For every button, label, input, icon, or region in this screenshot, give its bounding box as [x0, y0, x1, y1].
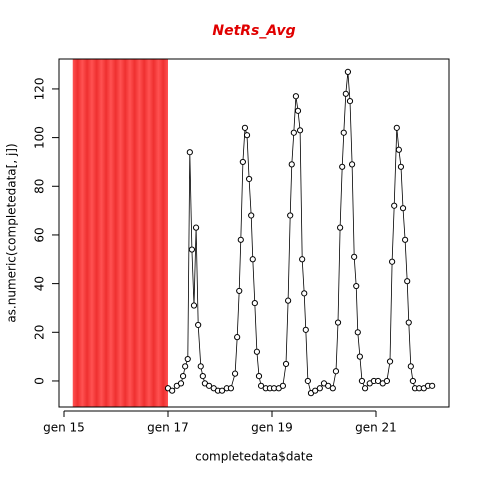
y-tick-label: 100 — [33, 126, 47, 149]
data-point — [405, 319, 412, 326]
data-point — [312, 387, 319, 394]
data-point — [304, 377, 311, 385]
data-point — [344, 68, 352, 75]
data-point — [248, 212, 255, 219]
shaded-stripes — [72, 59, 168, 407]
data-point — [296, 127, 304, 134]
data-point — [404, 278, 411, 285]
y-axis-label: as.numeric(completedata[, j]) — [5, 143, 19, 322]
data-point — [397, 163, 405, 170]
data-point — [288, 161, 295, 168]
data-point — [383, 377, 391, 385]
x-tick-label: gen 19 — [251, 421, 293, 435]
data-point — [199, 372, 206, 380]
data-point — [299, 256, 306, 263]
data-point — [243, 132, 251, 139]
data-point — [287, 212, 294, 219]
chart-title: NetRs_Avg — [212, 23, 295, 39]
data-point — [395, 146, 402, 153]
plot-frame — [58, 58, 450, 408]
data-point — [279, 382, 287, 389]
data-point — [389, 258, 396, 265]
data-point — [285, 297, 292, 304]
data-point — [188, 246, 196, 253]
data-point — [346, 98, 354, 105]
data-point — [179, 372, 187, 380]
data-point — [255, 372, 263, 380]
data-point — [195, 321, 202, 329]
x-tick-label: gen 21 — [355, 421, 397, 435]
data-point — [429, 382, 436, 389]
data-point — [231, 370, 239, 377]
data-point — [302, 326, 309, 333]
data-point — [251, 299, 258, 307]
data-point — [234, 334, 241, 341]
data-point — [332, 368, 340, 375]
data-point — [282, 360, 290, 368]
data-point — [393, 124, 400, 131]
x-tick-label: gen 15 — [43, 421, 85, 435]
series-line — [167, 71, 433, 394]
data-point — [236, 287, 243, 295]
data-point — [353, 282, 360, 290]
data-point — [237, 236, 244, 243]
data-point — [399, 205, 407, 212]
data-point — [340, 129, 347, 136]
data-point — [391, 202, 398, 209]
data-point — [329, 385, 336, 392]
data-point — [241, 124, 249, 131]
data-point — [239, 158, 246, 166]
data-point — [190, 302, 198, 309]
data-point — [186, 149, 193, 156]
data-point — [257, 382, 265, 389]
data-point — [253, 348, 261, 355]
data-point — [337, 224, 344, 231]
data-point — [227, 385, 235, 392]
y-tick-label: 120 — [33, 77, 47, 100]
x-axis-label: completedata$date — [195, 450, 313, 464]
data-point — [325, 382, 332, 389]
data-point — [402, 236, 409, 243]
data-point — [356, 353, 363, 360]
y-tick-label: 40 — [33, 276, 47, 291]
y-tick-label: 60 — [33, 227, 47, 242]
data-point — [409, 377, 417, 385]
data-point — [334, 319, 342, 326]
data-point — [301, 290, 308, 297]
data-point — [351, 253, 358, 260]
data-point — [182, 363, 189, 370]
data-point — [197, 363, 204, 370]
data-point — [292, 93, 300, 100]
data-point — [358, 377, 366, 385]
data-point — [192, 224, 200, 231]
data-point — [184, 355, 191, 363]
y-tick-label: 0 — [33, 377, 47, 385]
data-point — [361, 385, 369, 392]
data-point — [169, 387, 176, 394]
data-point — [407, 363, 414, 370]
x-tick-label: gen 17 — [147, 421, 189, 435]
data-point — [374, 377, 382, 385]
data-point — [316, 385, 323, 392]
data-point — [294, 107, 302, 114]
data-point — [342, 90, 349, 97]
data-point — [218, 387, 226, 394]
data-point — [205, 382, 213, 389]
data-point — [348, 161, 356, 168]
data-point — [386, 358, 394, 365]
data-point — [249, 256, 256, 263]
data-point — [246, 175, 253, 183]
y-tick-label: 80 — [33, 179, 47, 194]
data-point — [339, 163, 346, 170]
data-point — [177, 380, 185, 387]
data-point — [354, 329, 361, 336]
data-point — [290, 129, 297, 136]
y-tick-label: 20 — [33, 325, 47, 340]
